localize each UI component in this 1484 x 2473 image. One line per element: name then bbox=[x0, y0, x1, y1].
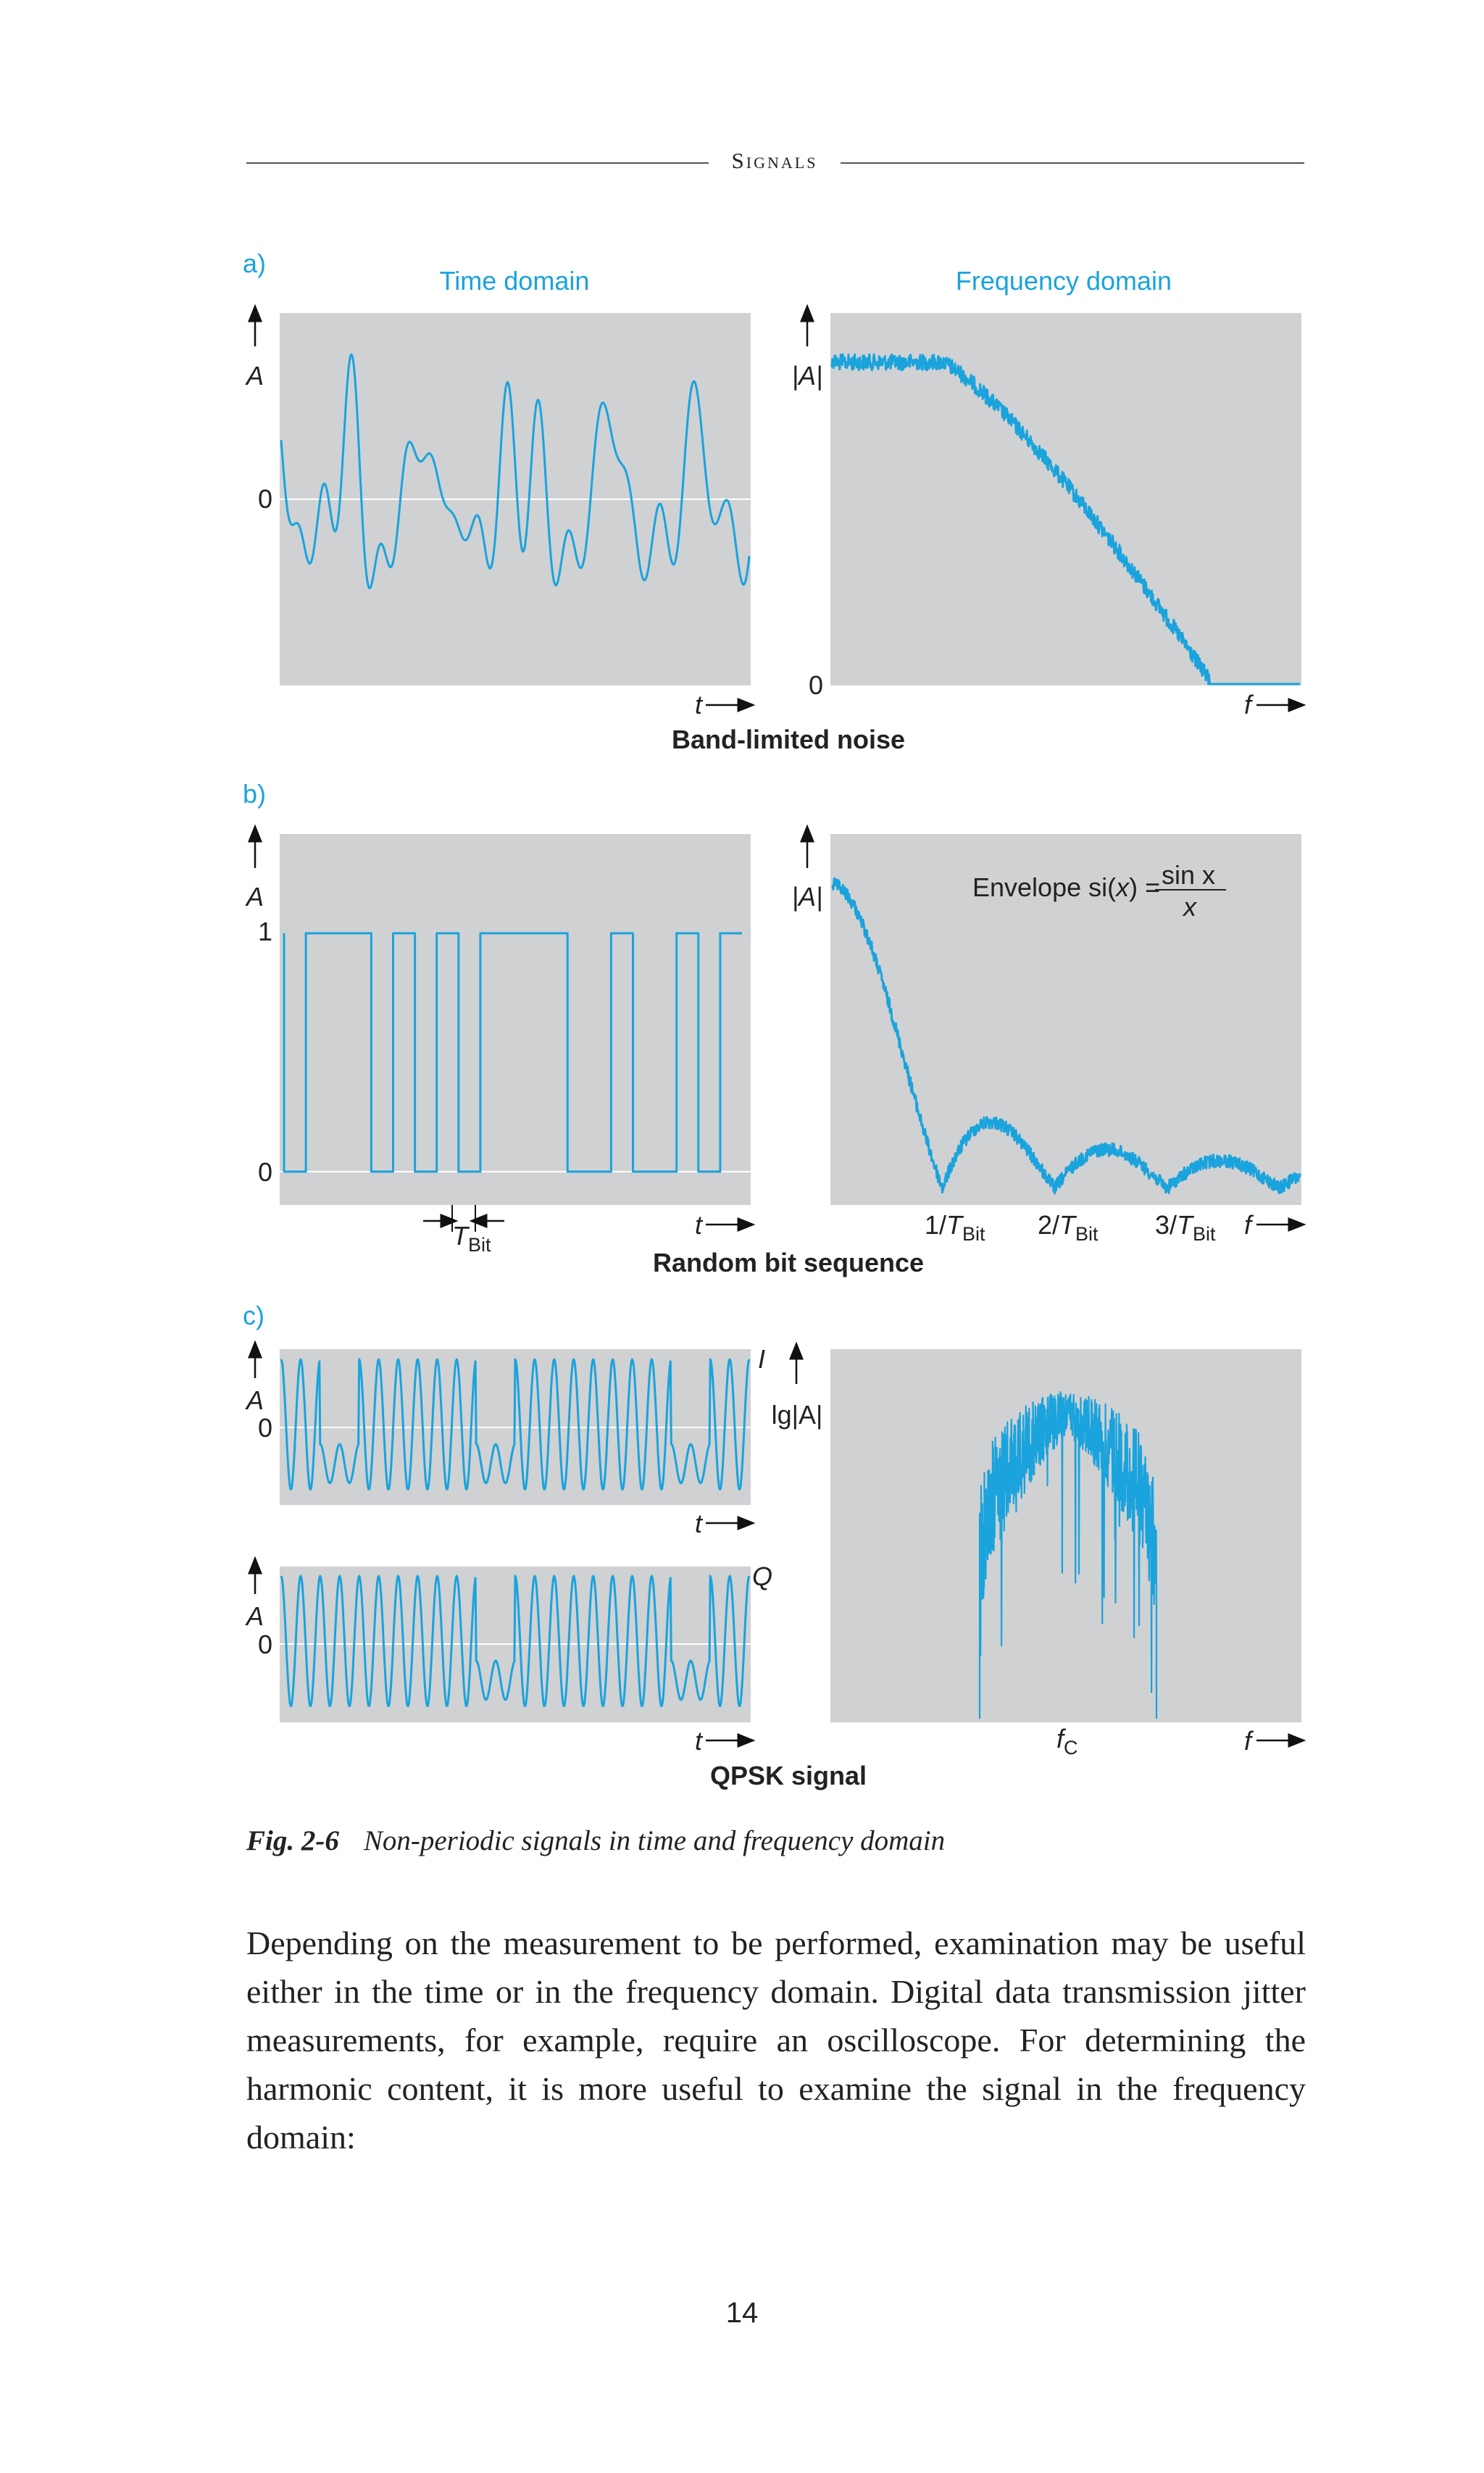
panel-b-time-plot bbox=[280, 834, 751, 1205]
panel-c-freq-x-label: f bbox=[1244, 1726, 1254, 1756]
envelope-numerator: sin x bbox=[1162, 860, 1215, 890]
panel-c-q-x-label: t bbox=[695, 1726, 704, 1756]
panel-b-time-x-label: t bbox=[695, 1210, 704, 1240]
header-left-rule bbox=[246, 162, 709, 164]
header-right-rule bbox=[841, 162, 1304, 164]
carrier-frequency-label: fC bbox=[1056, 1724, 1078, 1759]
panel-b-bit-waveform bbox=[283, 932, 742, 1173]
panel-c-i-waveform bbox=[280, 1358, 751, 1490]
panel-c-i-y-label: A bbox=[245, 1385, 264, 1415]
envelope-formula: Envelope si(x) = bbox=[972, 872, 1160, 902]
panel-c-i-zero-label: 0 bbox=[258, 1413, 272, 1443]
panel-b-one-label: 1 bbox=[258, 917, 272, 946]
time-domain-heading: Time domain bbox=[440, 266, 590, 296]
freq-tick-1: 1/TBit bbox=[925, 1210, 985, 1245]
body-paragraph: Depending on the measurement to be perfo… bbox=[246, 1924, 1306, 2156]
envelope-denominator: x bbox=[1182, 892, 1198, 922]
panel-a-letter: a) bbox=[243, 249, 266, 278]
panel-c-title: QPSK signal bbox=[710, 1761, 867, 1790]
panel-c-q-zero-label: 0 bbox=[258, 1630, 272, 1659]
panel-c-q-label: Q bbox=[752, 1561, 772, 1591]
panel-b-title: Random bit sequence bbox=[653, 1248, 924, 1277]
panel-a-noise-waveform bbox=[280, 353, 751, 590]
panel-c-q-waveform bbox=[280, 1575, 751, 1707]
envelope-suffix: ) = bbox=[1129, 872, 1160, 902]
envelope-prefix: Envelope si( bbox=[972, 872, 1116, 902]
panel-b-freq-x-label: f bbox=[1244, 1210, 1254, 1240]
panel-c-q-y-label: A bbox=[245, 1601, 264, 1631]
panel-a-title: Band-limited noise bbox=[672, 725, 905, 754]
panel-a-freq-y-label: |A| bbox=[792, 361, 823, 391]
tbit-label: TBit bbox=[452, 1221, 491, 1256]
panel-a-noise-spectrum bbox=[830, 353, 1301, 685]
panel-b-sinc-spectrum bbox=[831, 877, 1301, 1195]
panel-b-time-y-label: A bbox=[245, 882, 264, 912]
caption-text: Non-periodic signals in time and frequen… bbox=[363, 1825, 946, 1856]
panel-a-freq-zero-label: 0 bbox=[809, 670, 823, 700]
panel-c-i-x-label: t bbox=[695, 1509, 704, 1538]
panel-a-freq-x-label: f bbox=[1244, 690, 1254, 720]
panel-a-freq-plot bbox=[830, 313, 1301, 685]
panel-c-freq-y-label: lg|A| bbox=[772, 1400, 823, 1430]
page-number: 14 bbox=[725, 2297, 759, 2329]
running-head: Signals bbox=[731, 148, 818, 173]
freq-tick-3: 3/TBit bbox=[1155, 1210, 1216, 1245]
panel-b-freq-plot bbox=[830, 834, 1301, 1205]
panel-b-zero-label: 0 bbox=[258, 1157, 272, 1187]
figure-2-6: a) Time domain Frequency domain A 0 |A| … bbox=[243, 249, 1306, 1790]
panel-a-time-y-label: A bbox=[245, 361, 264, 391]
panel-a-time-x-label: t bbox=[695, 690, 704, 720]
panel-c-qpsk-spectrum bbox=[978, 1390, 1158, 1719]
envelope-variable: x bbox=[1114, 872, 1130, 902]
frequency-domain-heading: Frequency domain bbox=[956, 266, 1172, 296]
panel-b-freq-y-label: |A| bbox=[792, 882, 823, 912]
panel-b-letter: b) bbox=[243, 779, 266, 809]
freq-tick-2: 2/TBit bbox=[1038, 1210, 1099, 1245]
panel-c-i-label: I bbox=[758, 1344, 765, 1374]
figure-number: Fig. 2-6 bbox=[246, 1825, 339, 1856]
figure-caption: Fig. 2-6 Non-periodic signals in time and… bbox=[246, 1824, 1304, 1857]
panel-c-letter: c) bbox=[243, 1301, 264, 1330]
panel-a-time-zero-label: 0 bbox=[258, 484, 272, 514]
